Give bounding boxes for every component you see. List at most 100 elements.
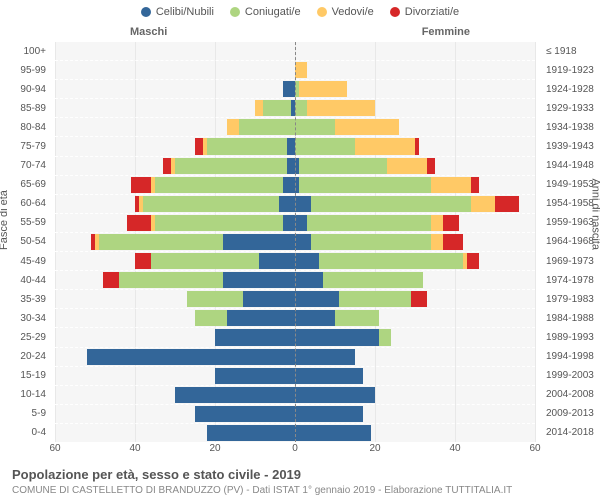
y-tick-age: 40-44 bbox=[0, 271, 50, 290]
bar-female bbox=[295, 291, 427, 307]
legend-label: Celibi/Nubili bbox=[156, 6, 214, 18]
seg bbox=[379, 329, 391, 345]
y-tick-age: 25-29 bbox=[0, 328, 50, 347]
seg bbox=[307, 215, 431, 231]
x-tick: 20 bbox=[209, 443, 220, 454]
seg bbox=[387, 158, 427, 174]
seg bbox=[295, 272, 323, 288]
bar-male bbox=[127, 215, 295, 231]
x-tick: 40 bbox=[449, 443, 460, 454]
y-tick-age: 70-74 bbox=[0, 156, 50, 175]
seg bbox=[259, 253, 295, 269]
y-tick-birth: 1984-1988 bbox=[542, 309, 600, 328]
caption-sub: COMUNE DI CASTELLETTO DI BRANDUZZO (PV) … bbox=[12, 485, 512, 496]
seg bbox=[427, 158, 435, 174]
bar-female bbox=[295, 234, 463, 250]
y-tick-age: 5-9 bbox=[0, 404, 50, 423]
bar-male bbox=[215, 329, 295, 345]
seg bbox=[215, 368, 295, 384]
seg bbox=[187, 291, 243, 307]
seg bbox=[319, 253, 463, 269]
bar-female bbox=[295, 100, 375, 116]
bar-female bbox=[295, 310, 379, 326]
seg bbox=[163, 158, 171, 174]
bar-male bbox=[135, 196, 295, 212]
plot-area bbox=[55, 42, 535, 442]
seg bbox=[103, 272, 119, 288]
seg bbox=[151, 253, 259, 269]
y-tick-age: 10-14 bbox=[0, 385, 50, 404]
seg bbox=[127, 215, 151, 231]
seg bbox=[195, 406, 295, 422]
seg bbox=[323, 272, 423, 288]
x-tick: 60 bbox=[49, 443, 60, 454]
y-tick-birth: 2004-2008 bbox=[542, 385, 600, 404]
x-tick: 40 bbox=[129, 443, 140, 454]
y-tick-age: 35-39 bbox=[0, 290, 50, 309]
seg bbox=[295, 387, 375, 403]
y-tick-age: 80-84 bbox=[0, 118, 50, 137]
seg bbox=[283, 177, 295, 193]
legend-item: Vedovi/e bbox=[317, 6, 374, 18]
seg bbox=[299, 158, 387, 174]
bar-male bbox=[255, 100, 295, 116]
seg bbox=[227, 310, 295, 326]
y-tick-birth: 1919-1923 bbox=[542, 61, 600, 80]
seg bbox=[223, 234, 295, 250]
seg bbox=[311, 234, 431, 250]
y-tick-birth: 1979-1983 bbox=[542, 290, 600, 309]
bar-male bbox=[227, 119, 295, 135]
seg bbox=[295, 196, 311, 212]
bar-female bbox=[295, 387, 375, 403]
seg bbox=[295, 291, 339, 307]
x-tick: 60 bbox=[529, 443, 540, 454]
y-tick-age: 45-49 bbox=[0, 252, 50, 271]
seg bbox=[415, 138, 419, 154]
seg bbox=[443, 215, 459, 231]
seg bbox=[295, 234, 311, 250]
seg bbox=[467, 253, 479, 269]
y-tick-birth: 1974-1978 bbox=[542, 271, 600, 290]
bar-female bbox=[295, 177, 479, 193]
y-tick-birth: 2014-2018 bbox=[542, 423, 600, 442]
legend-swatch bbox=[141, 7, 151, 17]
seg bbox=[411, 291, 427, 307]
bar-female bbox=[295, 406, 363, 422]
seg bbox=[135, 253, 151, 269]
bar-female bbox=[295, 425, 371, 441]
seg bbox=[155, 177, 283, 193]
seg bbox=[431, 177, 471, 193]
seg bbox=[155, 215, 283, 231]
grid-line bbox=[535, 42, 536, 442]
seg bbox=[311, 196, 471, 212]
bar-female bbox=[295, 62, 307, 78]
seg bbox=[471, 177, 479, 193]
seg bbox=[471, 196, 495, 212]
seg bbox=[287, 158, 295, 174]
legend-label: Vedovi/e bbox=[332, 6, 374, 18]
bar-male bbox=[91, 234, 295, 250]
legend-label: Coniugati/e bbox=[245, 6, 301, 18]
seg bbox=[99, 234, 223, 250]
y-tick-age: 95-99 bbox=[0, 61, 50, 80]
bar-male bbox=[195, 406, 295, 422]
seg bbox=[307, 100, 375, 116]
seg bbox=[239, 119, 295, 135]
label-female: Femmine bbox=[422, 26, 470, 38]
seg bbox=[283, 215, 295, 231]
bar-male bbox=[87, 349, 295, 365]
y-tick-birth: 1999-2003 bbox=[542, 366, 600, 385]
seg bbox=[295, 425, 371, 441]
y-tick-age: 90-94 bbox=[0, 80, 50, 99]
seg bbox=[223, 272, 295, 288]
legend-label: Divorziati/e bbox=[405, 6, 459, 18]
legend-swatch bbox=[390, 7, 400, 17]
caption-title: Popolazione per età, sesso e stato civil… bbox=[12, 467, 301, 482]
legend-item: Celibi/Nubili bbox=[141, 6, 214, 18]
population-pyramid-chart: Celibi/Nubili Coniugati/e Vedovi/e Divorzia… bbox=[0, 0, 600, 500]
x-tick: 0 bbox=[292, 443, 298, 454]
y-tick-age: 75-79 bbox=[0, 137, 50, 156]
bar-female bbox=[295, 138, 419, 154]
seg bbox=[227, 119, 239, 135]
y-tick-birth: 1924-1928 bbox=[542, 80, 600, 99]
